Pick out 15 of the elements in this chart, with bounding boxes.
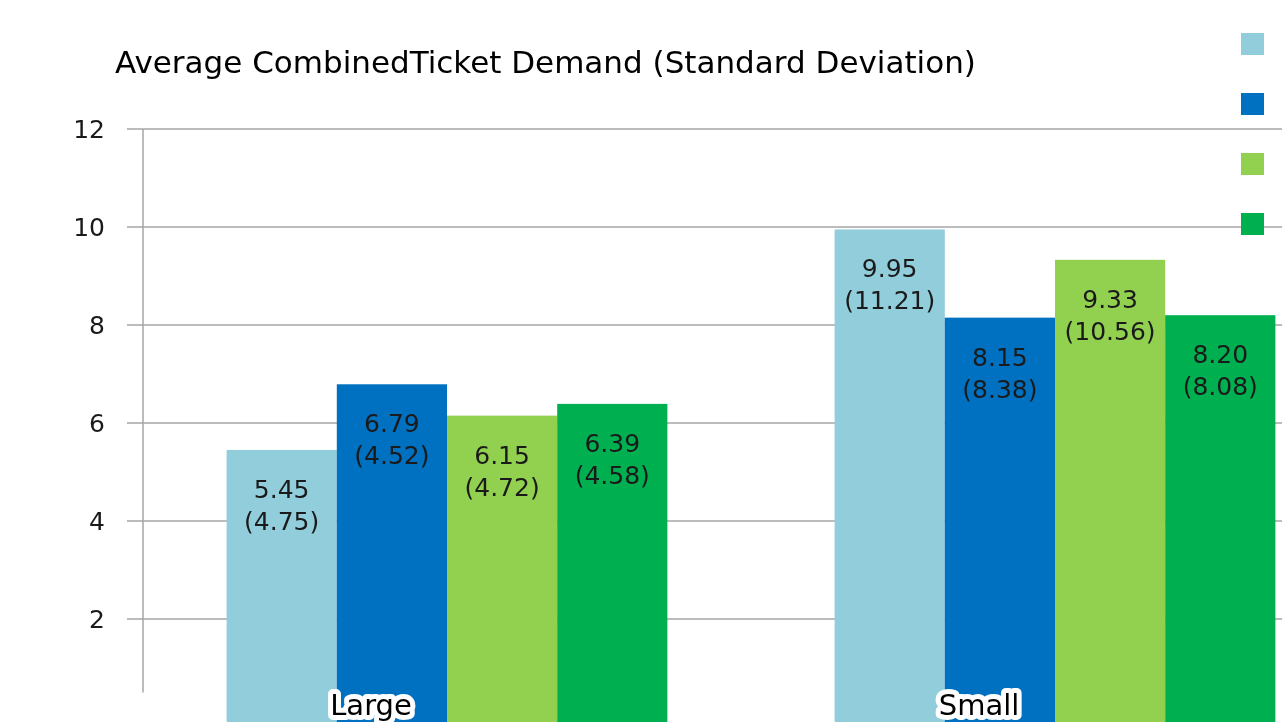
data-label: 9.95 (11.21) (844, 254, 936, 316)
y-tick-label: 8 (89, 310, 105, 340)
data-label: 8.15 (8.38) (962, 342, 1038, 404)
y-tick-label: 10 (73, 212, 105, 242)
y-tick-label: 12 (73, 114, 105, 144)
y-tick-label: 4 (89, 506, 105, 536)
chart-title: Average CombinedTicket Demand (Standard Deviation) (115, 44, 976, 80)
data-label: 8.20 (8.08) (1182, 340, 1258, 402)
data-label: 5.45 (4.75) (244, 474, 320, 536)
y-tick-label: 6 (89, 408, 105, 438)
data-label: 9.33 (10.56) (1064, 284, 1156, 346)
data-label: 6.79 (4.52) (354, 409, 430, 471)
y-tick-label: 2 (89, 604, 105, 634)
data-label: 6.39 (4.58) (574, 428, 650, 490)
data-label: 6.15 (4.72) (464, 440, 540, 502)
